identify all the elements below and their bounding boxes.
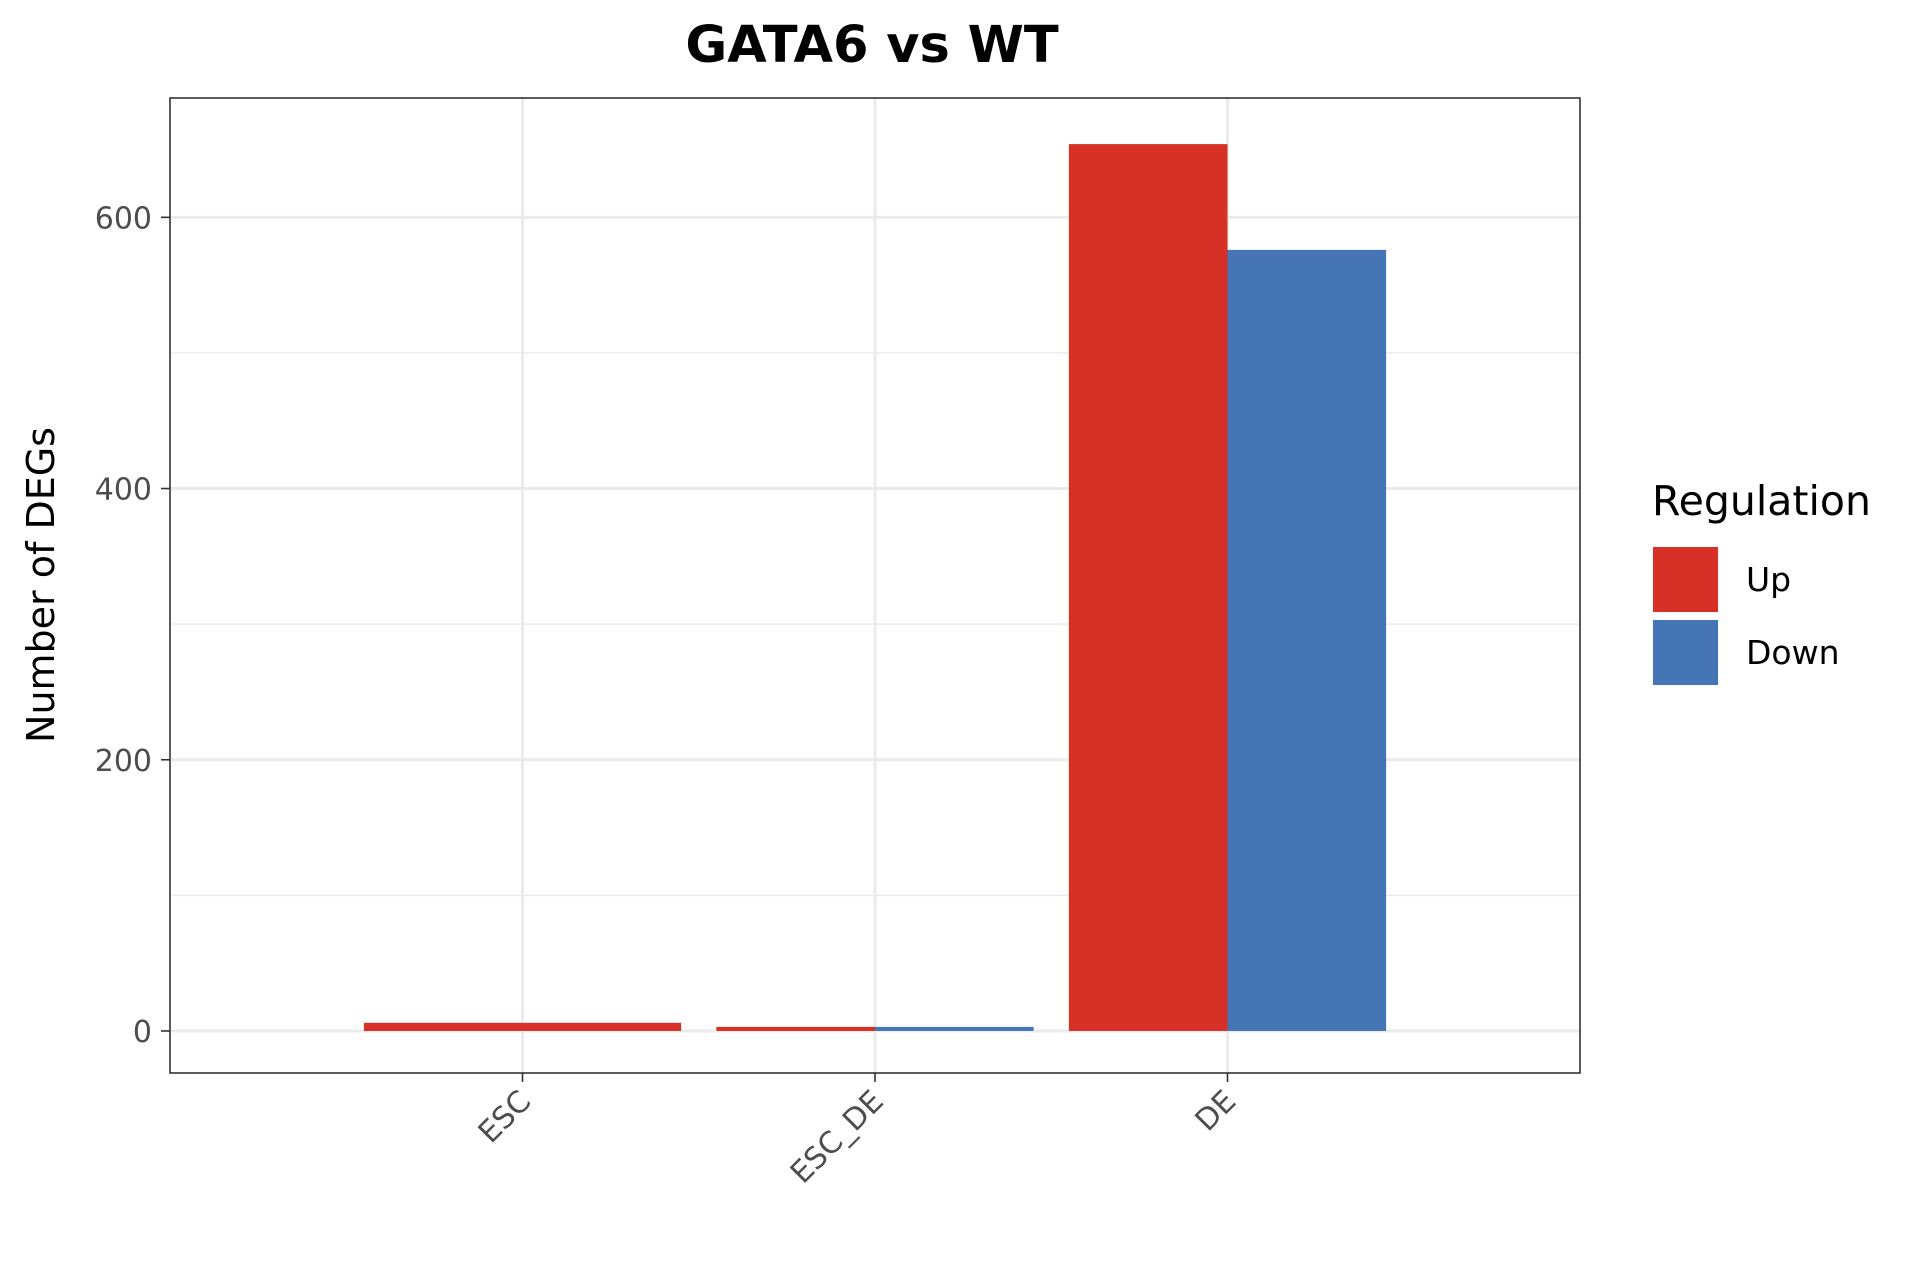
legend-label-up: Up [1746, 560, 1791, 599]
y-axis-title: Number of DEGs [19, 427, 63, 743]
chart-title: GATA6 vs WT [685, 16, 1059, 75]
y-tick-label: 600 [95, 201, 152, 236]
y-tick-label: 200 [95, 744, 152, 779]
bar-up-de [1068, 144, 1228, 1031]
y-tick-label: 0 [133, 1015, 152, 1050]
legend-entries: Up Down [1652, 546, 1840, 686]
legend-title: Regulation [1652, 477, 1871, 525]
bar-down-esc_de [875, 1026, 1034, 1031]
y-axis-ticks: 0 200 400 600 [95, 201, 170, 1050]
legend-label-down: Down [1746, 633, 1840, 672]
y-tick-label: 400 [95, 473, 152, 508]
bar-up-esc [363, 1022, 682, 1031]
legend: Regulation Up Down [1652, 477, 1871, 686]
bars [363, 144, 1387, 1031]
legend-swatch-up [1653, 547, 1718, 612]
bar-up-esc_de [716, 1026, 875, 1031]
legend-swatch-down [1653, 620, 1718, 685]
bar-down-de [1227, 249, 1387, 1031]
